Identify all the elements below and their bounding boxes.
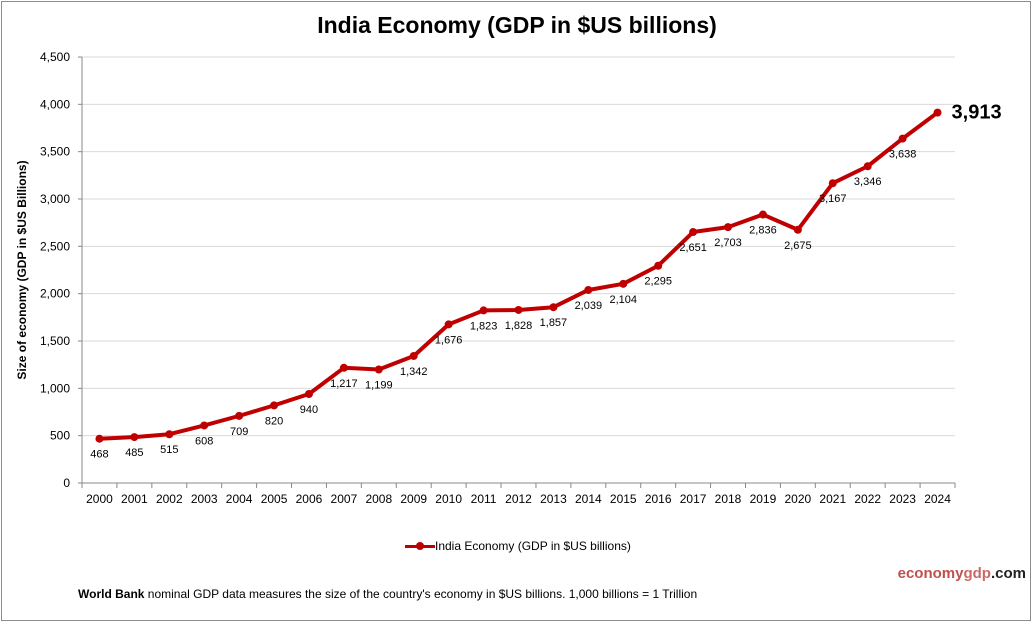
x-tick-label: 2009 (400, 492, 427, 506)
data-label: 2,836 (749, 225, 777, 237)
y-tick-label: 1,000 (40, 381, 70, 395)
data-label: 1,199 (365, 379, 393, 391)
data-label: 515 (160, 444, 178, 456)
x-tick-label: 2000 (86, 492, 113, 506)
data-point (898, 134, 907, 143)
data-point (409, 351, 418, 360)
data-label: 2,651 (679, 242, 707, 254)
data-label: 940 (300, 404, 318, 416)
x-tick-label: 2017 (680, 492, 707, 506)
data-label: 1,217 (330, 378, 358, 390)
data-point (270, 401, 279, 410)
data-label: 820 (265, 415, 283, 427)
y-tick-label: 1,500 (40, 334, 70, 348)
data-point (235, 411, 244, 420)
data-point (339, 363, 348, 372)
footer-note: World Bank nominal GDP data measures the… (78, 587, 698, 601)
data-point (619, 279, 628, 288)
x-tick-label: 2003 (191, 492, 218, 506)
x-tick-label: 2016 (645, 492, 672, 506)
x-tick-label: 2012 (505, 492, 532, 506)
y-tick-label: 4,000 (40, 97, 70, 111)
y-tick-label: 2,500 (40, 239, 70, 253)
data-point (724, 223, 733, 232)
data-point (479, 306, 488, 315)
data-label: 2,104 (609, 294, 637, 306)
x-tick-label: 2007 (331, 492, 358, 506)
x-tick-label: 2001 (121, 492, 148, 506)
data-point (95, 434, 104, 443)
y-tick-label: 3,500 (40, 145, 70, 159)
x-tick-label: 2004 (226, 492, 253, 506)
x-tick-label: 2010 (435, 492, 462, 506)
data-label: 1,823 (470, 320, 498, 332)
data-point (165, 430, 174, 439)
data-label: 709 (230, 426, 248, 438)
x-tick-label: 2006 (296, 492, 323, 506)
data-label: 3,346 (854, 176, 882, 188)
x-tick-label: 2015 (610, 492, 637, 506)
y-tick-label: 500 (50, 429, 70, 443)
data-label: 1,828 (505, 320, 533, 332)
y-tick-label: 4,500 (40, 50, 70, 64)
data-point (304, 390, 313, 399)
x-tick-label: 2005 (261, 492, 288, 506)
data-label: 1,676 (435, 334, 463, 346)
data-point (933, 108, 942, 117)
x-tick-label: 2024 (924, 492, 951, 506)
data-label: 1,857 (540, 317, 568, 329)
legend-label: India Economy (GDP in $US billions) (435, 539, 631, 553)
data-point (828, 179, 837, 188)
data-point (793, 225, 802, 234)
data-label: 2,295 (644, 276, 672, 288)
x-tick-label: 2020 (785, 492, 812, 506)
data-point (758, 210, 767, 219)
data-point (444, 320, 453, 329)
data-label: 2,039 (575, 300, 603, 312)
data-point (654, 261, 663, 270)
legend-marker (405, 539, 435, 553)
x-tick-label: 2021 (819, 492, 846, 506)
data-label: 3,913 (952, 102, 1002, 124)
data-point (514, 305, 523, 314)
data-label: 468 (90, 449, 108, 461)
data-label: 485 (125, 447, 143, 459)
legend: India Economy (GDP in $US billions) (405, 539, 631, 553)
y-tick-label: 3,000 (40, 192, 70, 206)
series-line (99, 110, 939, 441)
data-point (130, 433, 139, 442)
x-tick-label: 2008 (365, 492, 392, 506)
data-label: 1,342 (400, 366, 428, 378)
x-tick-label: 2022 (854, 492, 881, 506)
data-point (200, 421, 209, 430)
y-tick-label: 0 (63, 476, 70, 490)
x-tick-label: 2014 (575, 492, 602, 506)
x-tick-label: 2019 (750, 492, 777, 506)
data-label: 3,638 (889, 149, 917, 161)
brand-logo: economygdp.com (897, 565, 1026, 582)
x-tick-label: 2023 (889, 492, 916, 506)
chart-title: India Economy (GDP in $US billions) (317, 12, 717, 38)
y-tick-label: 2,000 (40, 287, 70, 301)
data-point (374, 365, 383, 374)
data-point (584, 285, 593, 294)
data-point (689, 228, 698, 237)
x-tick-label: 2011 (471, 492, 497, 506)
data-label: 3,167 (819, 193, 847, 205)
x-tick-label: 2018 (715, 492, 742, 506)
data-label: 2,703 (714, 237, 742, 249)
x-tick-label: 2002 (156, 492, 183, 506)
data-label: 608 (195, 435, 213, 447)
data-point (863, 162, 872, 171)
y-axis-label: Size of economy (GDP in $US Billions) (15, 160, 29, 379)
x-tick-label: 2013 (540, 492, 567, 506)
data-label: 2,675 (784, 240, 812, 252)
data-point (549, 303, 558, 312)
